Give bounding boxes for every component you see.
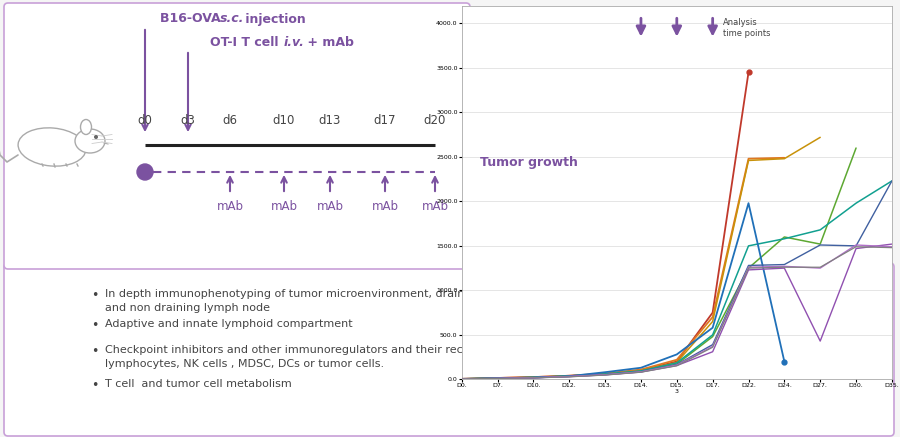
Circle shape (94, 135, 98, 139)
Text: d3: d3 (181, 114, 195, 127)
Text: B16-OVA: B16-OVA (160, 13, 225, 25)
Text: Adaptive and innate lymphoid compartment: Adaptive and innate lymphoid compartment (105, 319, 353, 329)
Text: s.c.: s.c. (220, 13, 245, 25)
Text: d6: d6 (222, 114, 238, 127)
Text: i.v.: i.v. (284, 35, 305, 49)
Text: Tumor growth: Tumor growth (480, 156, 578, 169)
Text: d10: d10 (273, 114, 295, 127)
Text: OT-I T cell: OT-I T cell (210, 35, 283, 49)
Circle shape (137, 164, 153, 180)
Text: mAb: mAb (372, 200, 399, 213)
Text: Analysis
time points: Analysis time points (724, 18, 771, 38)
Text: •: • (91, 319, 99, 332)
Text: Checkpoint inhibitors and other immunoregulators and their receptors on T: Checkpoint inhibitors and other immunore… (105, 345, 526, 355)
Text: mAb: mAb (317, 200, 344, 213)
Text: In depth immunophenotyping of tumor microenvironment, draining lymph node: In depth immunophenotyping of tumor micr… (105, 289, 552, 299)
Text: mAb: mAb (421, 200, 448, 213)
Text: d20: d20 (424, 114, 446, 127)
Text: d17: d17 (374, 114, 396, 127)
FancyBboxPatch shape (4, 263, 894, 436)
Text: lymphocytes, NK cells , MDSC, DCs or tumor cells.: lymphocytes, NK cells , MDSC, DCs or tum… (105, 359, 384, 369)
Ellipse shape (80, 119, 92, 135)
Text: •: • (91, 345, 99, 358)
Text: d13: d13 (319, 114, 341, 127)
Text: injection: injection (241, 13, 306, 25)
Text: mAb: mAb (217, 200, 244, 213)
Text: d0: d0 (138, 114, 152, 127)
FancyBboxPatch shape (4, 3, 470, 269)
Text: mAb: mAb (271, 200, 298, 213)
Text: and non draining lymph node: and non draining lymph node (105, 303, 270, 313)
Ellipse shape (75, 129, 105, 153)
Text: + mAb: + mAb (303, 35, 354, 49)
Text: T cell  and tumor cell metabolism: T cell and tumor cell metabolism (105, 379, 292, 389)
Text: •: • (91, 289, 99, 302)
Ellipse shape (18, 128, 86, 166)
Text: •: • (91, 379, 99, 392)
